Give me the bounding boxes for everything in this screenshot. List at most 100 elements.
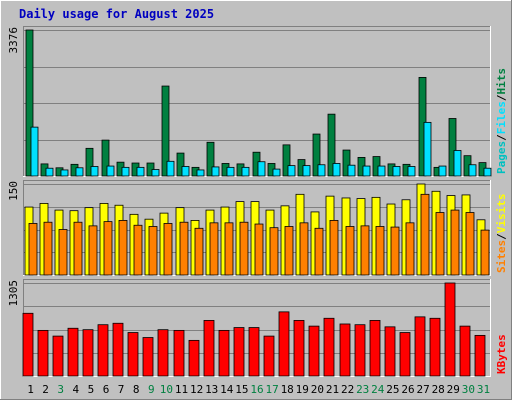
hits-files-pages-legend: Pages/Files/Hits: [495, 68, 508, 174]
bar-sites-day-30: [465, 212, 475, 276]
bar-hits-day-22: [342, 149, 351, 177]
x-label-day-10: 10: [160, 383, 173, 396]
bar-sites-day-7: [118, 219, 128, 276]
bar-sites-day-19: [299, 222, 309, 276]
x-label-day-19: 19: [296, 383, 309, 396]
bar-files-day-25: [392, 166, 401, 177]
bar-kbytes-day-2: [37, 329, 49, 377]
bar-sites-day-4: [73, 221, 83, 276]
bar-kbytes-day-8: [127, 332, 139, 377]
legend-sites: Sites: [495, 240, 508, 273]
bar-sites-day-29: [450, 209, 460, 276]
bar-sites-day-25: [390, 226, 400, 276]
bar-files-day-20: [317, 164, 326, 177]
bar-sites-day-22: [345, 226, 355, 276]
bar-sites-day-3: [58, 229, 68, 276]
x-label-day-6: 6: [103, 383, 110, 396]
bar-kbytes-day-16: [248, 327, 260, 377]
bar-sites-day-15: [239, 221, 249, 276]
bar-files-day-30: [468, 164, 477, 177]
x-label-day-16: 16: [250, 383, 263, 396]
visits-sites-legend: Sites/Visits: [495, 194, 508, 274]
bar-sites-day-23: [360, 225, 370, 276]
x-label-day-4: 4: [72, 383, 79, 396]
bar-files-day-7: [121, 166, 130, 177]
bar-sites-day-9: [148, 226, 158, 276]
bar-kbytes-day-27: [414, 316, 426, 377]
x-label-day-26: 26: [401, 383, 414, 396]
bar-files-day-18: [287, 165, 296, 177]
visits-sites-y-max-label: 150: [7, 181, 20, 201]
hits-files-pages-y-max-label: 3376: [7, 27, 20, 54]
bar-kbytes-day-25: [384, 326, 396, 377]
bar-kbytes-day-11: [173, 329, 185, 377]
chart-title: Daily usage for August 2025: [19, 7, 214, 21]
bar-kbytes-day-14: [218, 329, 230, 377]
bar-files-day-22: [347, 164, 356, 177]
x-label-day-18: 18: [281, 383, 294, 396]
bar-kbytes-day-20: [308, 325, 320, 377]
bar-sites-day-6: [103, 221, 113, 276]
x-label-day-27: 27: [416, 383, 429, 396]
x-label-day-8: 8: [133, 383, 140, 396]
bar-files-day-12: [196, 169, 205, 177]
bar-sites-day-12: [194, 227, 204, 276]
bar-kbytes-day-17: [263, 335, 275, 377]
bar-kbytes-day-1: [22, 312, 34, 377]
bar-files-day-11: [181, 166, 190, 177]
bar-hits-day-1: [25, 29, 34, 177]
bar-files-day-31: [483, 167, 492, 177]
bar-sites-day-10: [163, 223, 173, 276]
legend-separator: /: [495, 94, 508, 101]
bar-hits-day-6: [101, 139, 110, 177]
bar-files-day-5: [90, 166, 99, 177]
legend-files: Files: [495, 101, 508, 134]
bar-kbytes-day-18: [278, 311, 290, 377]
bar-files-day-28: [438, 165, 447, 177]
x-label-day-29: 29: [447, 383, 460, 396]
x-label-day-5: 5: [88, 383, 95, 396]
x-label-day-7: 7: [118, 383, 125, 396]
bar-sites-day-27: [420, 193, 430, 276]
bar-kbytes-day-26: [399, 332, 411, 377]
bar-sites-day-16: [254, 223, 264, 276]
x-label-day-1: 1: [27, 383, 34, 396]
bar-kbytes-day-31: [474, 334, 486, 377]
bar-files-day-29: [453, 150, 462, 177]
bar-files-day-9: [151, 169, 160, 177]
bar-sites-day-11: [179, 221, 189, 276]
bar-hits-day-5: [85, 147, 94, 177]
bar-kbytes-day-21: [323, 317, 335, 377]
bar-sites-day-13: [209, 222, 219, 276]
bar-kbytes-day-7: [112, 322, 124, 377]
bar-files-day-21: [332, 163, 341, 177]
legend-separator: /: [495, 134, 508, 141]
x-label-day-30: 30: [462, 383, 475, 396]
bar-kbytes-day-13: [203, 320, 215, 377]
bar-hits-day-29: [448, 118, 457, 177]
bar-files-day-13: [211, 166, 220, 177]
x-label-day-3: 3: [57, 383, 64, 396]
x-label-day-11: 11: [175, 383, 188, 396]
bar-kbytes-day-24: [369, 320, 381, 377]
bar-kbytes-day-10: [157, 329, 169, 377]
x-label-day-20: 20: [311, 383, 324, 396]
bar-hits-day-18: [282, 144, 291, 177]
legend-pages: Pages: [495, 141, 508, 174]
bar-files-day-14: [226, 166, 235, 177]
bar-sites-day-28: [435, 212, 445, 276]
bar-sites-day-17: [269, 227, 279, 276]
x-label-day-23: 23: [356, 383, 369, 396]
bar-files-day-8: [136, 166, 145, 177]
bar-sites-day-24: [375, 226, 385, 276]
bar-files-day-16: [257, 161, 266, 177]
x-label-day-28: 28: [432, 383, 445, 396]
bar-files-day-4: [75, 167, 84, 177]
bar-kbytes-day-30: [459, 325, 471, 377]
legend-separator: /: [495, 233, 508, 240]
bar-hits-day-10: [161, 85, 170, 177]
legend-kbytes: KBytes: [495, 334, 508, 374]
bar-files-day-6: [106, 165, 115, 177]
x-label-day-13: 13: [205, 383, 218, 396]
bar-kbytes-day-3: [52, 335, 64, 377]
